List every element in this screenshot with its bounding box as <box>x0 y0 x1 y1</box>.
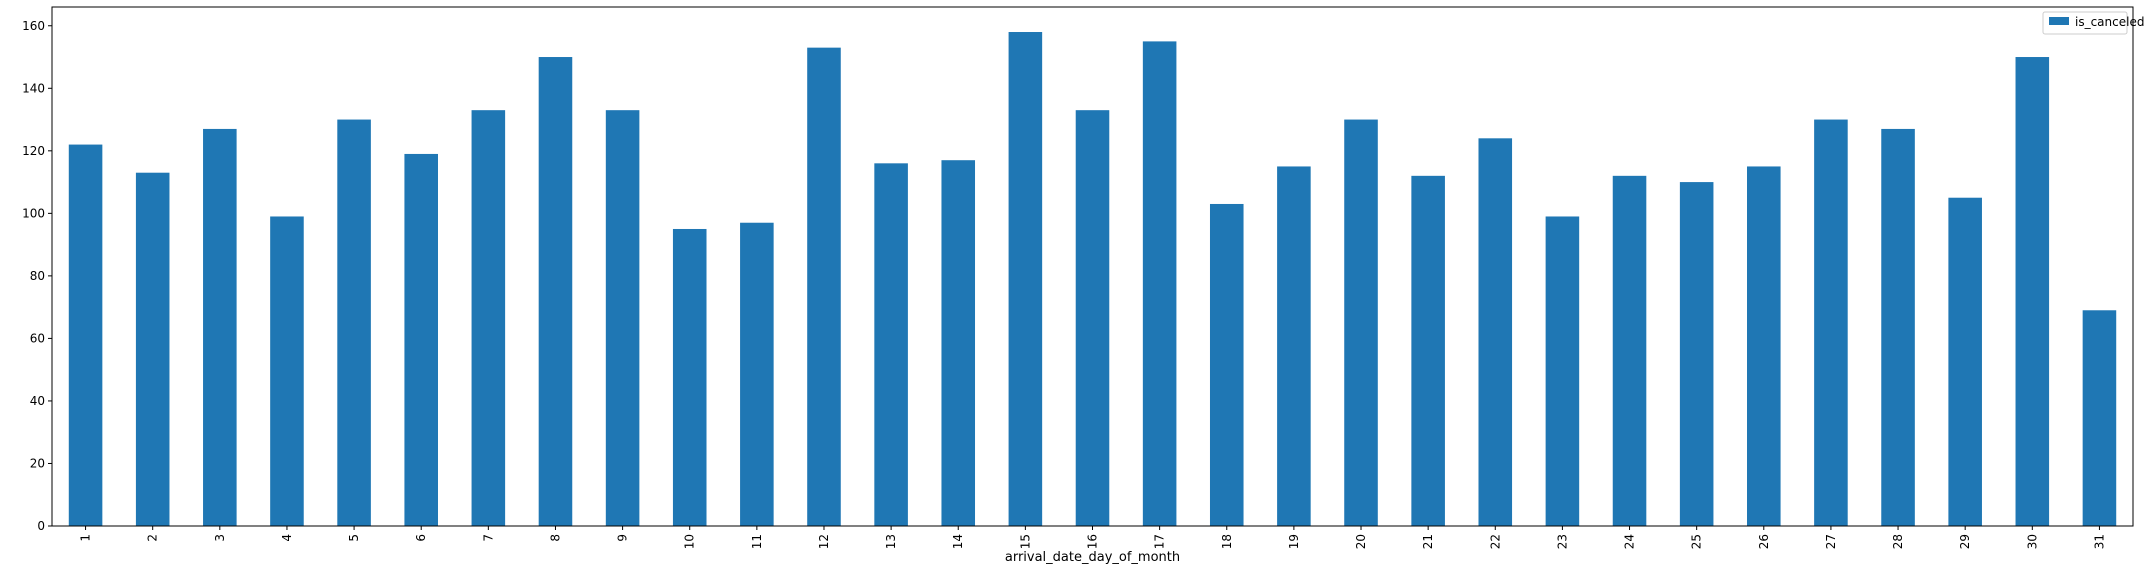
legend: is_canceled <box>2042 11 2144 35</box>
bar-day-13 <box>874 163 908 526</box>
x-axis-label: arrival_date_day_of_month <box>1005 550 1180 565</box>
bar-day-21 <box>1411 175 1445 526</box>
bar-day-20 <box>1344 119 1378 527</box>
x-tick-label: 8 <box>548 534 562 542</box>
y-axis-ticks: 0 20 40 60 80 100 120 140 160 <box>22 19 52 533</box>
x-tick-label: 22 <box>1488 534 1502 549</box>
y-tick-label: 120 <box>22 144 45 158</box>
bar-day-11 <box>740 222 774 526</box>
bar-day-29 <box>1948 197 1982 527</box>
bar-day-19 <box>1277 166 1311 526</box>
x-tick-label: 3 <box>213 534 227 542</box>
y-tick-label: 40 <box>30 394 45 408</box>
x-tick-label: 25 <box>1690 534 1704 549</box>
bar-day-2 <box>135 172 170 526</box>
y-tick-label: 100 <box>22 206 45 220</box>
y-tick-label: 20 <box>30 456 45 470</box>
bar-day-26 <box>1747 166 1781 526</box>
x-tick-label: 10 <box>683 534 697 549</box>
x-tick-label: 18 <box>1220 534 1234 549</box>
x-tick-label: 4 <box>280 534 294 542</box>
plot-frame <box>51 6 2134 527</box>
y-tick-label: 60 <box>30 331 45 345</box>
bar-day-17 <box>1142 41 1177 526</box>
x-tick-label: 5 <box>347 534 361 542</box>
x-tick-label: 11 <box>750 534 764 549</box>
bar-day-18 <box>1209 203 1244 526</box>
bar-day-30 <box>2015 57 2050 526</box>
x-tick-label: 29 <box>1958 534 1972 549</box>
y-tick-label: 0 <box>37 519 45 533</box>
bar-day-8 <box>538 57 573 526</box>
bar-day-16 <box>1075 110 1110 527</box>
x-tick-label: 13 <box>884 534 898 549</box>
bar-day-7 <box>471 110 506 527</box>
x-tick-label: 26 <box>1757 534 1771 549</box>
bar-day-1 <box>68 144 103 526</box>
x-tick-label: 28 <box>1891 534 1905 549</box>
x-tick-label: 27 <box>1824 534 1838 549</box>
bar-day-27 <box>1814 119 1848 527</box>
x-tick-label: 30 <box>2025 534 2039 549</box>
bar-day-4 <box>270 216 304 527</box>
bar-day-5 <box>337 119 371 527</box>
x-tick-label: 24 <box>1623 534 1637 549</box>
x-tick-label: 17 <box>1153 534 1167 549</box>
bar-day-10 <box>672 228 707 526</box>
x-tick-label: 31 <box>2092 534 2106 549</box>
x-tick-label: 16 <box>1086 534 1100 549</box>
x-tick-label: 15 <box>1018 534 1032 549</box>
bar-day-12 <box>807 47 841 526</box>
x-tick-label: 23 <box>1555 534 1569 549</box>
bar-day-23 <box>1545 216 1580 527</box>
legend-label-is-canceled: is_canceled <box>2075 15 2144 29</box>
bar-day-24 <box>1612 175 1647 526</box>
bar-day-31 <box>2082 310 2117 526</box>
x-tick-label: 9 <box>616 534 630 542</box>
bar-day-25 <box>1679 182 1714 526</box>
bar-day-14 <box>941 160 976 526</box>
x-tick-label: 2 <box>146 534 160 542</box>
x-tick-label: 7 <box>481 534 495 542</box>
x-tick-label: 21 <box>1421 534 1435 549</box>
y-tick-label: 80 <box>30 269 45 283</box>
x-axis-ticks: 1 2 3 4 5 6 7 8 9 10 11 12 13 14 15 16 17 18 19 20 21 22 23 24 2… <box>79 526 2106 549</box>
y-tick-label: 160 <box>22 19 45 33</box>
bar-day-28 <box>1881 128 1915 527</box>
bar-day-3 <box>203 128 237 527</box>
y-tick-label: 140 <box>22 81 45 95</box>
bar-day-15 <box>1008 32 1043 526</box>
bar-day-9 <box>605 110 640 527</box>
bar-day-6 <box>404 153 438 526</box>
bars-group <box>68 32 2117 527</box>
x-tick-label: 6 <box>414 534 428 542</box>
x-tick-label: 20 <box>1354 534 1368 549</box>
x-tick-label: 1 <box>79 534 93 542</box>
bar-day-22 <box>1478 138 1513 527</box>
x-tick-label: 14 <box>951 534 965 549</box>
x-tick-label: 12 <box>817 534 831 549</box>
legend-swatch <box>2049 17 2069 25</box>
x-tick-label: 19 <box>1287 534 1301 549</box>
